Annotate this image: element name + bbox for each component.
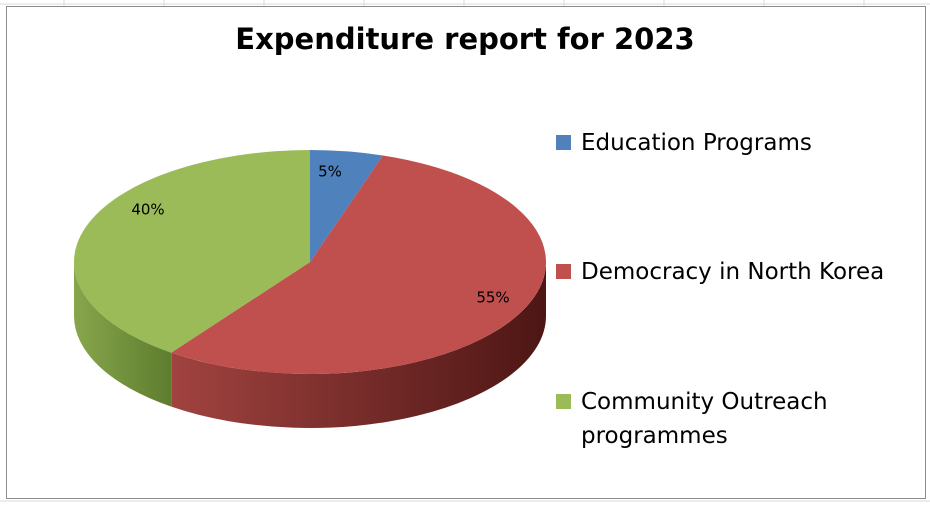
data-label-community-outreach-programmes: 40% — [131, 201, 164, 219]
legend-label-democracy-in-north-korea: Democracy in North Korea — [581, 259, 885, 285]
legend-swatch-democracy-in-north-korea — [556, 264, 571, 279]
data-label-education-programs: 5% — [318, 163, 342, 181]
legend-item-community-outreach-programmes[interactable]: Community Outreach programmes — [556, 385, 916, 453]
legend-swatch-community-outreach-programmes — [556, 394, 571, 409]
legend-label-education-programs: Education Programs — [581, 130, 812, 156]
legend-item-education-programs[interactable]: Education Programs — [556, 126, 916, 160]
pie-slice-community-outreach-programmes[interactable] — [73, 150, 310, 353]
legend-swatch-education-programs — [556, 135, 571, 150]
pie-slice-education-programs[interactable] — [310, 150, 383, 262]
legend-label-community-outreach-programmes: Community Outreach programmes — [581, 389, 828, 449]
pie-side-democracy-in-north-korea[interactable] — [171, 262, 546, 429]
data-label-democracy-in-north-korea: 55% — [476, 289, 509, 307]
chart-title: Expenditure report for 2023 — [235, 22, 695, 56]
pie-side-community-outreach-programmes[interactable] — [74, 262, 172, 407]
legend-item-democracy-in-north-korea[interactable]: Democracy in North Korea — [556, 255, 916, 289]
pie-slice-democracy-in-north-korea[interactable] — [171, 155, 546, 374]
